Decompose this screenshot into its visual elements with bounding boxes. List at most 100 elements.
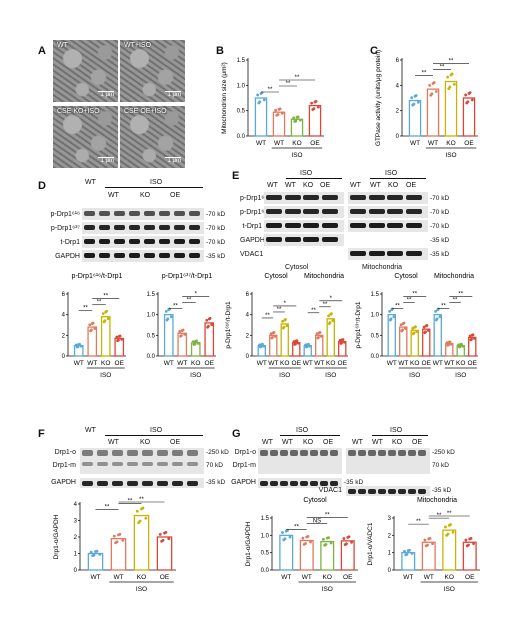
mw-marker: -35 kD <box>432 487 452 494</box>
y-tick-label: 1 <box>74 552 78 558</box>
iso-label: ISO <box>455 372 466 379</box>
x-tick-label: WT <box>256 140 266 147</box>
iso-label: ISO <box>136 586 147 593</box>
x-tick-label: WT <box>302 574 312 581</box>
chart-title: Cytosol <box>303 497 327 504</box>
blot-band <box>84 253 95 258</box>
blot-band <box>388 450 396 456</box>
data-point <box>346 535 350 539</box>
data-point <box>262 344 266 348</box>
data-point <box>281 320 285 323</box>
blot-band <box>350 195 366 200</box>
blot-band <box>187 481 198 486</box>
sig-label: ** <box>286 81 291 87</box>
blot-band <box>285 237 301 242</box>
sig-label: ** <box>325 512 330 518</box>
data-point <box>180 329 184 332</box>
blot-band <box>350 223 366 228</box>
data-point <box>446 343 450 347</box>
blot-band <box>322 195 338 200</box>
data-point <box>431 542 434 546</box>
data-point <box>283 318 287 322</box>
iso-label: ISO <box>100 372 111 379</box>
data-point <box>431 82 435 85</box>
mw-marker: 70 kD <box>432 462 449 469</box>
blot-band <box>387 251 403 256</box>
data-point <box>288 535 292 539</box>
data-point <box>292 340 296 343</box>
bar <box>269 334 278 357</box>
blot-band <box>270 481 278 486</box>
fraction-label: Mitochondria <box>362 264 403 271</box>
data-point <box>281 326 285 330</box>
chart-title: p-Drp1⁶³⁷/t-Drp1 <box>162 273 213 280</box>
data-point <box>339 342 343 345</box>
y-axis-label: Drp1-o/GAPDH <box>53 514 60 559</box>
sig-label: ** <box>128 499 133 505</box>
y-tick-label: 0.0 <box>237 134 246 140</box>
y-tick-label: 6 <box>396 58 400 64</box>
y-tick-label: 2 <box>246 333 250 339</box>
x-tick-label: WT <box>268 360 278 367</box>
data-point <box>457 345 461 349</box>
y-axis-label: p-Drp1⁶¹⁶/t-Drp1 <box>225 301 232 349</box>
blot-band <box>266 209 282 214</box>
sig-label: ** <box>440 65 445 71</box>
data-point <box>399 323 403 327</box>
x-tick-label: OE <box>115 360 125 367</box>
data-point <box>260 343 264 346</box>
mw-marker: -35 kD <box>206 479 226 486</box>
data-point <box>451 530 455 534</box>
lane-label: WT <box>108 192 119 199</box>
y-tick-label: 6 <box>62 292 66 298</box>
em-image-ko-iso: CSE KO+ISO 1 μm <box>53 106 118 168</box>
blot-band <box>290 481 298 486</box>
x-tick-label: OE <box>310 140 320 147</box>
sig-label: ** <box>105 505 110 511</box>
lane-label: OE <box>406 182 417 189</box>
chart-title: Mitochondria <box>417 497 457 504</box>
lane-label: WT <box>267 182 278 189</box>
data-point <box>311 108 315 111</box>
data-point <box>192 343 196 346</box>
blot-band <box>174 253 185 258</box>
blot-row <box>82 222 204 234</box>
data-point <box>465 544 469 548</box>
bar <box>114 337 125 357</box>
chart-drp1o-f: Drp1-o/GAPDH 0 1 2 3 4 WT WT KO OE ISO ** ** ** <box>53 497 176 593</box>
data-point <box>285 324 289 327</box>
data-point <box>167 537 171 541</box>
blot-band <box>112 481 123 486</box>
lane-label: WT <box>352 439 363 446</box>
sig-label: ** <box>458 292 463 298</box>
lane-label: WT <box>85 179 96 186</box>
y-tick-label: 3 <box>388 516 392 522</box>
data-point <box>327 314 331 318</box>
lane-label: KO <box>303 182 314 189</box>
data-point <box>413 94 417 98</box>
y-tick-label: 1.5 <box>147 292 156 298</box>
y-tick-label: 1.5 <box>371 292 380 298</box>
data-point <box>472 542 475 546</box>
data-point <box>423 538 427 542</box>
x-tick-label: OE <box>464 140 474 147</box>
data-point <box>191 340 195 344</box>
sig-label: ** <box>416 519 421 525</box>
panel-letter-g: G <box>232 428 241 440</box>
sig-label: ** <box>97 300 102 306</box>
data-point <box>467 92 471 95</box>
row-label: p-Drp1⁶¹⁶ <box>50 211 81 218</box>
data-point <box>404 553 408 557</box>
data-point <box>468 334 472 338</box>
data-point <box>302 542 306 546</box>
row-label: p-Drp1⁶³⁷ <box>240 209 270 216</box>
sig-label: ** <box>83 306 88 312</box>
data-point <box>424 544 428 548</box>
x-tick-label: WT <box>87 360 97 367</box>
blot-band <box>99 211 110 216</box>
data-point <box>101 312 105 315</box>
panel-letter-d: D <box>38 180 46 192</box>
y-tick-label: 2 <box>62 333 66 339</box>
data-point <box>74 343 78 347</box>
data-point <box>316 105 320 109</box>
